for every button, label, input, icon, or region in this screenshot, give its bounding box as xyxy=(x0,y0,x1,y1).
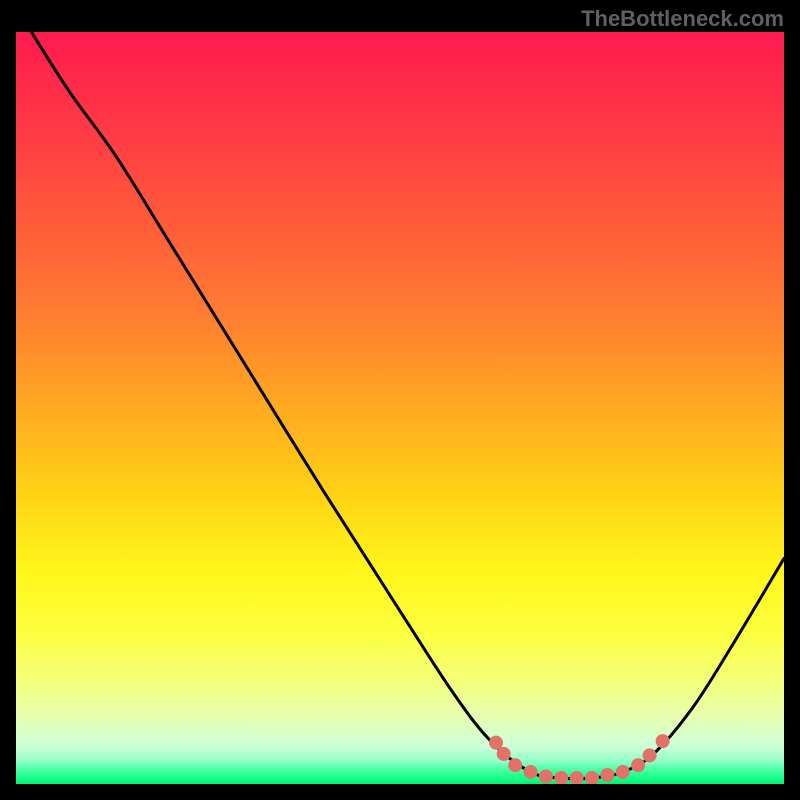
marker-point xyxy=(632,759,645,772)
marker-point xyxy=(601,768,614,781)
plot-svg xyxy=(16,32,784,784)
marker-point xyxy=(656,735,669,748)
chart-container: TheBottleneck.com xyxy=(0,0,800,800)
bottleneck-curve xyxy=(31,32,784,779)
watermark-text: TheBottleneck.com xyxy=(581,6,784,32)
marker-point xyxy=(586,771,599,784)
optimal-range-markers xyxy=(490,735,670,784)
marker-point xyxy=(643,749,656,762)
marker-point xyxy=(497,747,510,760)
marker-point xyxy=(570,771,583,784)
marker-point xyxy=(490,736,503,749)
marker-point xyxy=(539,770,552,783)
marker-point xyxy=(616,765,629,778)
marker-point xyxy=(509,759,522,772)
marker-point xyxy=(555,771,568,784)
marker-point xyxy=(524,765,537,778)
